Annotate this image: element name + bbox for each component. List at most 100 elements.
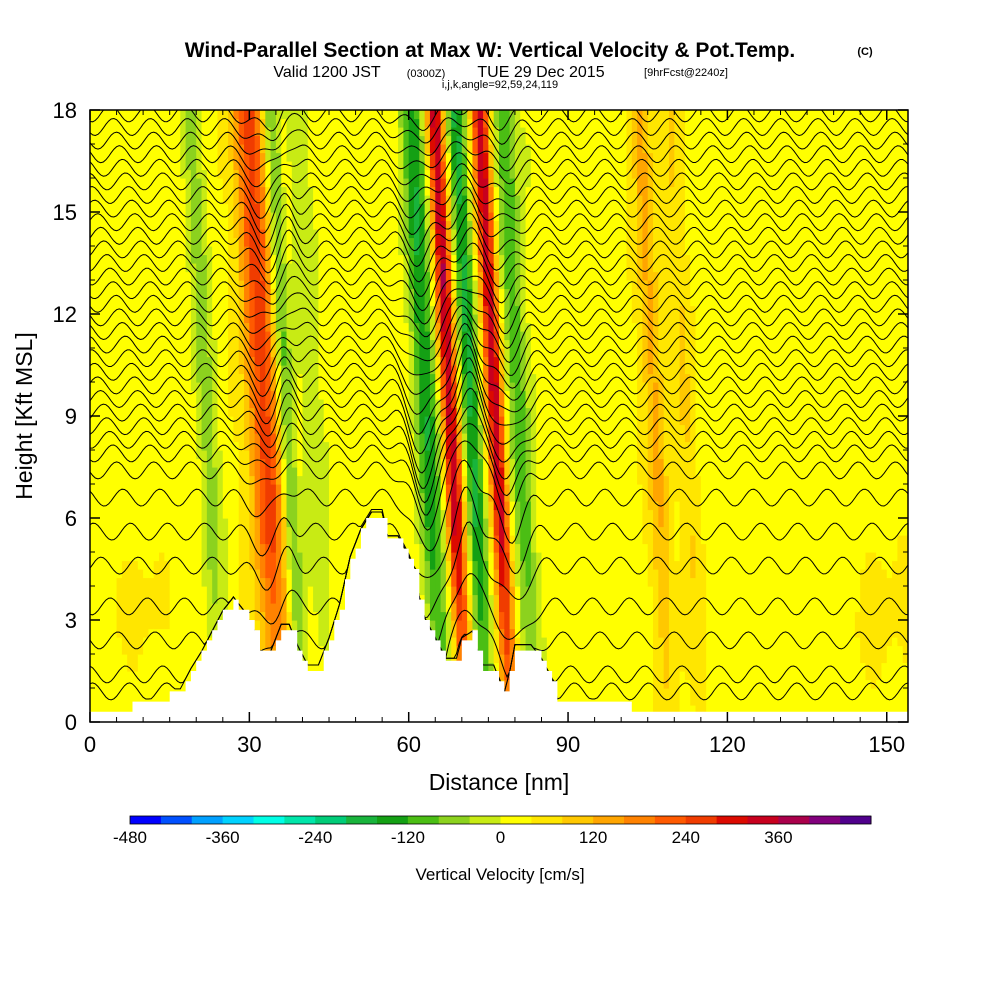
velocity-cell: [164, 110, 171, 562]
velocity-cell: [504, 552, 511, 655]
velocity-cell: [642, 152, 649, 281]
x-tick-label: 120: [709, 732, 746, 757]
colorbar-swatch: [160, 816, 193, 824]
velocity-cell: [259, 186, 266, 230]
velocity-cell: [493, 628, 500, 664]
velocity-cell: [684, 679, 691, 722]
velocity-cell: [828, 110, 835, 722]
velocity-cell: [355, 110, 362, 722]
velocity-cell: [451, 195, 458, 230]
terrain-mask: [90, 518, 908, 722]
colorbar: -480 -360 -240 -120 0 120 240 360: [113, 815, 872, 847]
colorbar-swatch: [438, 816, 471, 824]
velocity-cell: [483, 492, 489, 519]
velocity-cell: [483, 152, 489, 179]
colorbar-tick-label: -360: [206, 828, 240, 847]
velocity-cell: [493, 186, 500, 222]
velocity-cell: [403, 254, 410, 324]
velocity-cell: [440, 356, 447, 375]
velocity-cell: [456, 339, 463, 366]
velocity-cell: [647, 110, 654, 154]
velocity-cell: [445, 110, 452, 137]
velocity-cell: [865, 110, 872, 553]
velocity-cell: [217, 110, 224, 179]
velocity-cell: [461, 407, 468, 434]
velocity-cell: [307, 186, 314, 587]
velocity-cell: [190, 263, 197, 392]
velocity-cell: [759, 110, 766, 722]
velocity-cell: [753, 110, 760, 722]
velocity-cell: [414, 118, 420, 188]
velocity-cell: [445, 178, 452, 196]
velocity-cell: [472, 594, 479, 630]
velocity-cell: [525, 186, 532, 324]
velocity-cell: [403, 110, 410, 179]
velocity-cell: [424, 560, 431, 604]
colorbar-tick-label: -120: [391, 828, 425, 847]
velocity-cell: [472, 560, 479, 596]
velocity-cell: [238, 203, 245, 281]
velocity-cell: [499, 654, 505, 681]
velocity-cell: [504, 339, 511, 392]
isentrope-line: [90, 296, 908, 350]
velocity-cell: [228, 161, 235, 417]
velocity-cell: [286, 263, 293, 349]
velocity-cell: [690, 577, 697, 706]
velocity-cell: [854, 611, 861, 638]
velocity-cell: [424, 110, 431, 128]
isentrope-line: [90, 258, 908, 312]
velocity-cell: [499, 348, 505, 375]
velocity-cell: [653, 110, 659, 273]
velocity-cell: [902, 535, 908, 664]
velocity-cell: [461, 152, 468, 196]
velocity-cell: [684, 254, 691, 375]
velocity-cell: [514, 110, 521, 196]
velocity-cell: [504, 288, 511, 341]
isentrope-line: [90, 288, 908, 338]
velocity-cell: [647, 373, 654, 511]
velocity-cell: [562, 110, 569, 722]
velocity-cell: [440, 178, 447, 205]
velocity-cell: [414, 254, 420, 324]
velocity-cell: [451, 280, 458, 298]
velocity-cell: [121, 560, 128, 655]
x-axis: 0 30 60 90 120 150: [84, 110, 905, 757]
velocity-cell: [642, 543, 649, 722]
colorbar-tick-label: 360: [764, 828, 792, 847]
velocity-cell: [398, 127, 404, 256]
velocity-cell: [642, 280, 649, 383]
velocity-cell: [302, 110, 309, 722]
velocity-cell: [429, 229, 436, 256]
velocity-cell: [318, 399, 325, 647]
velocity-cell: [499, 586, 505, 613]
velocity-cell: [265, 577, 272, 621]
velocity-cell: [121, 110, 128, 562]
velocity-cell: [148, 628, 155, 722]
velocity-cell: [100, 110, 107, 722]
velocity-cell: [902, 662, 908, 722]
velocity-cell: [467, 560, 474, 596]
velocity-cell: [435, 127, 442, 230]
velocity-cell: [477, 458, 484, 494]
velocity-cell: [488, 484, 495, 502]
velocity-cell: [870, 688, 877, 722]
velocity-cell: [499, 178, 505, 256]
velocity-cell: [801, 110, 808, 722]
velocity-cell: [238, 280, 245, 375]
velocity-cell: [286, 569, 293, 613]
velocity-cell: [424, 152, 431, 171]
velocity-cell: [637, 288, 644, 485]
velocity-cell: [265, 212, 272, 247]
velocity-cell: [259, 577, 266, 613]
colorbar-swatch: [562, 816, 594, 824]
velocity-cell: [387, 110, 394, 722]
velocity-cell: [509, 110, 516, 179]
velocity-cell: [270, 433, 277, 485]
velocity-cell: [541, 110, 548, 638]
velocity-cell: [435, 433, 442, 477]
velocity-cell: [270, 322, 277, 358]
velocity-cell: [472, 254, 479, 281]
velocity-cell: [700, 543, 707, 715]
velocity-cell: [902, 110, 908, 536]
velocity-cell: [429, 305, 436, 341]
